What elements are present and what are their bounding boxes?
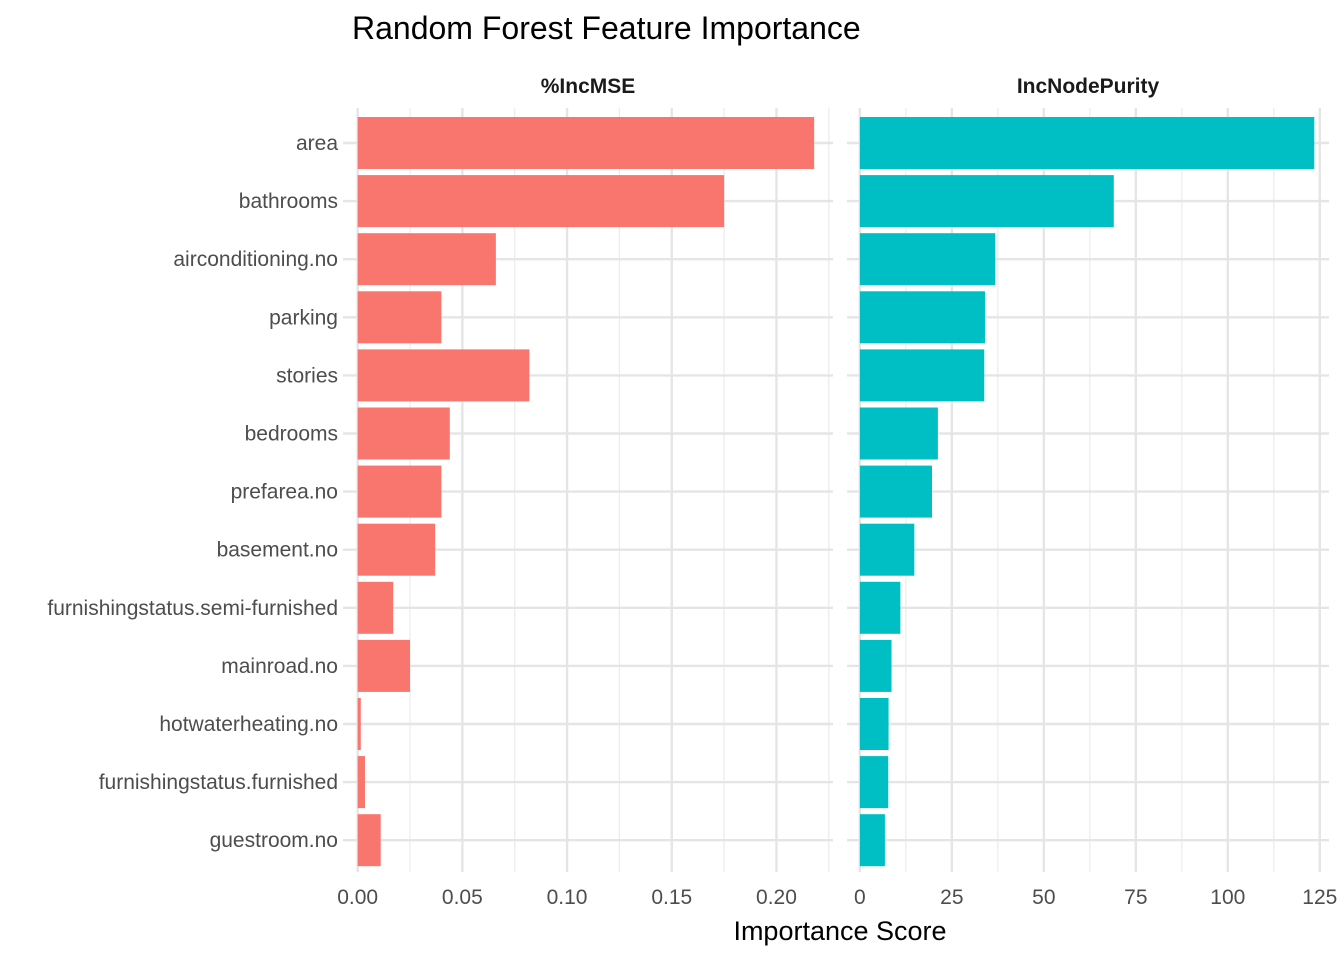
x-tick-label: 75 [1124, 886, 1147, 909]
category-label: stories [276, 364, 338, 387]
bar [357, 756, 365, 809]
x-tick-label: 0.05 [442, 886, 483, 909]
x-tick-label: 0.20 [756, 886, 797, 909]
category-label: mainroad.no [221, 655, 338, 678]
bar [859, 117, 1315, 169]
bar [357, 117, 815, 169]
bar [357, 291, 442, 344]
category-label: furnishingstatus.semi-furnished [47, 597, 338, 620]
bar [357, 523, 436, 576]
x-tick-label: 50 [1032, 886, 1055, 909]
bar [357, 175, 725, 228]
bar [859, 814, 885, 867]
bar [357, 349, 530, 402]
category-label: furnishingstatus.furnished [99, 771, 338, 794]
category-label: parking [269, 306, 338, 329]
bar [859, 175, 1114, 228]
x-tick-label: 0.15 [651, 886, 692, 909]
x-tick-label: 0.10 [547, 886, 588, 909]
category-label: prefarea.no [231, 481, 338, 504]
panels-layer: area bathrooms airconditioning.no parking st… [47, 75, 1337, 909]
facet-strip-title: %IncMSE [541, 75, 636, 98]
x-tick-label: 100 [1210, 886, 1245, 909]
panel-incnodepurity: IncNodePurity 0 25 50 75 100 125 [847, 75, 1337, 909]
category-label: bathrooms [239, 190, 338, 213]
chart-title: Random Forest Feature Importance [352, 10, 861, 46]
bar [859, 523, 915, 576]
bar [859, 233, 996, 286]
bar [357, 698, 361, 750]
bar [357, 639, 411, 692]
bar [859, 756, 889, 809]
bar [859, 407, 938, 460]
category-label: area [296, 132, 338, 155]
category-label: guestroom.no [210, 829, 338, 852]
x-tick-label: 0.00 [337, 886, 378, 909]
bar [859, 349, 985, 402]
category-label: hotwaterheating.no [159, 713, 338, 736]
bar [357, 407, 450, 460]
bar [357, 581, 394, 634]
panel-incmse: %IncMSE 0.00 0.05 0.10 0.15 0.20 [337, 75, 833, 909]
bar [859, 639, 892, 692]
bar [859, 465, 932, 518]
bar [357, 814, 381, 867]
bar [357, 465, 442, 518]
bar [859, 291, 985, 344]
bar [859, 698, 889, 750]
bar [357, 233, 496, 286]
category-label: basement.no [217, 539, 338, 562]
facet-strip-title: IncNodePurity [1017, 75, 1160, 98]
bar [859, 581, 901, 634]
category-label: bedrooms [245, 423, 338, 446]
x-tick-label: 125 [1302, 886, 1337, 909]
x-axis-title: Importance Score [733, 916, 946, 946]
category-label: airconditioning.no [173, 248, 338, 271]
x-tick-label: 25 [940, 886, 963, 909]
x-tick-label: 0 [854, 886, 866, 909]
